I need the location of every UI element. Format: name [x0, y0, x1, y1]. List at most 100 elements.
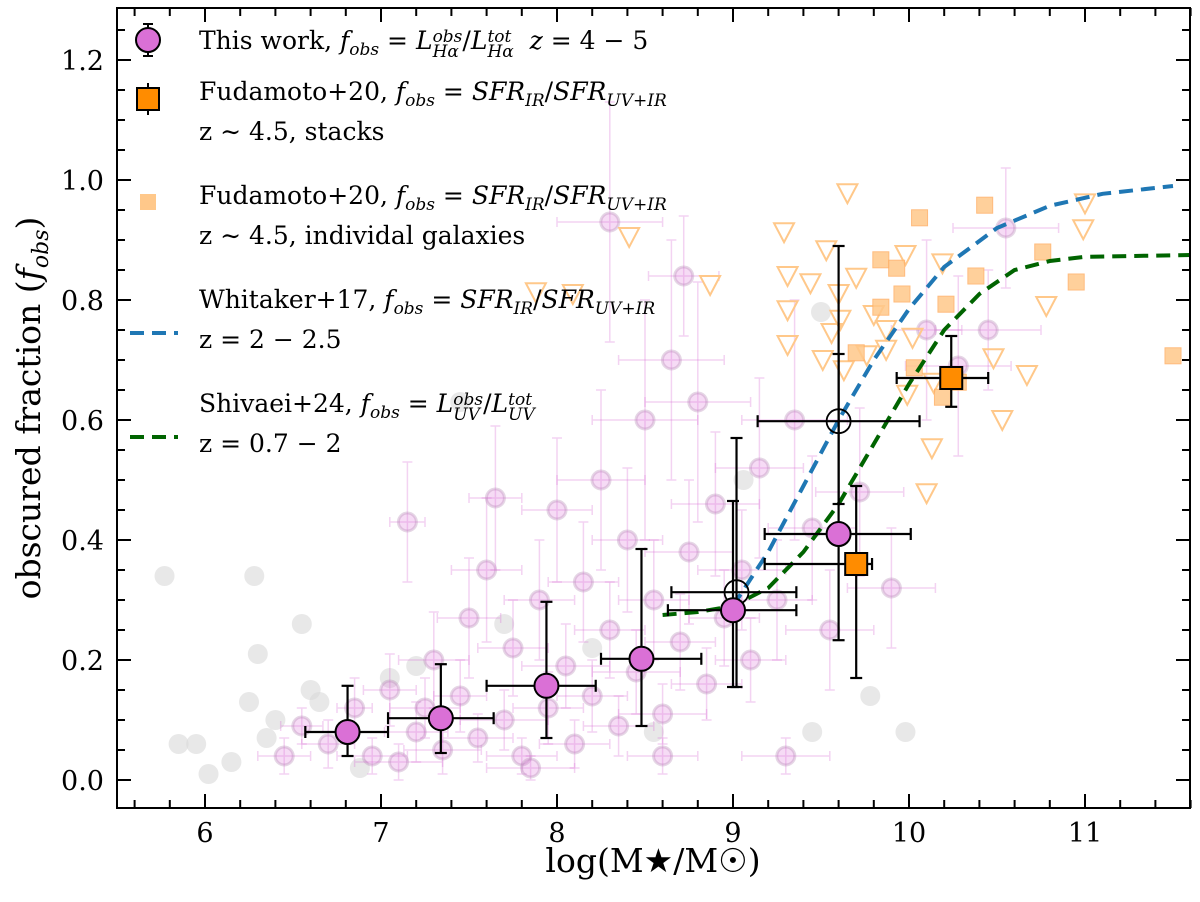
fudamoto-individual-points — [524, 183, 1182, 506]
legend-text-segment: / — [533, 285, 542, 314]
grey-point — [895, 722, 916, 742]
legend-text-segment: f — [395, 77, 406, 106]
legend-text-segment: = — [399, 389, 437, 418]
stack-error-bars — [763, 484, 874, 680]
legend-text-segment: Whitaker+17, — [199, 285, 385, 314]
grey-point — [221, 752, 242, 772]
galaxy-error-bars — [741, 737, 831, 775]
galaxy-error-bars — [503, 539, 576, 661]
galaxy-point — [511, 745, 533, 767]
galaxy-point — [502, 637, 524, 659]
galaxy-error-bars — [485, 737, 558, 775]
galaxy-point — [484, 487, 506, 509]
galaxy-point — [467, 727, 489, 749]
galaxy-error-bars — [714, 377, 805, 559]
galaxy-point — [388, 751, 410, 773]
grey-point — [733, 470, 754, 490]
upper-limit-triangle — [524, 282, 548, 305]
galaxy-error-bars — [670, 647, 743, 721]
legend-math-script: obs — [453, 390, 484, 410]
galaxy-point — [273, 745, 295, 767]
legend-text-segment: = — [379, 26, 416, 55]
galaxy-error-bars — [485, 755, 576, 781]
grey-point — [168, 734, 189, 754]
legend-text-segment: = — [434, 181, 472, 210]
x-tick-label: 10 — [892, 818, 926, 849]
galaxy-point — [740, 649, 762, 671]
upper-limit-triangle — [772, 222, 796, 245]
galaxy-error-bars — [934, 269, 1042, 391]
galaxy-error-bars — [785, 569, 875, 691]
galaxy-point — [546, 499, 568, 521]
grey-point — [309, 692, 330, 712]
y-axis-label-text: obscured fraction ( — [9, 280, 48, 599]
legend-green-dash-marker — [130, 435, 178, 439]
grey-point — [802, 722, 823, 742]
galaxy-point — [564, 733, 586, 755]
y-axis-label-close: ) — [9, 217, 48, 230]
y-tick-label: 0.4 — [61, 526, 104, 557]
grey-point — [198, 764, 219, 784]
upper-limit-triangle — [1073, 193, 1097, 216]
upper-limit-triangle — [798, 273, 823, 296]
upper-limit-triangle — [814, 240, 838, 263]
galaxy-point — [748, 457, 770, 479]
this-work-point — [427, 705, 454, 732]
galaxy-error-bars — [389, 461, 426, 583]
galaxy-point — [643, 589, 665, 611]
upper-limit-triangle — [835, 183, 860, 206]
legend-math-script: Hα — [487, 42, 514, 62]
galaxy-error-bars — [279, 707, 324, 745]
legend-label: Fudamoto+20, fobs = SFRIR/SFRUV+IR — [199, 183, 667, 214]
galaxy-point — [476, 559, 498, 581]
upper-limit-triangle — [920, 438, 944, 461]
legend-label: Whitaker+17, fobs = SFRIR/SFRUV+IR — [199, 287, 655, 318]
grey-point — [379, 668, 400, 688]
upper-limit-triangle — [819, 323, 844, 346]
legend-text-segment: = — [423, 285, 461, 314]
legend-text-segment: L — [415, 26, 433, 55]
legend-text-segment: L — [491, 389, 509, 418]
galaxy-point — [916, 319, 938, 341]
grey-point — [450, 392, 471, 412]
x-axis-label: log(M★/M☉) — [545, 841, 760, 880]
upper-limit-triangle — [1071, 219, 1095, 242]
legend-text-segment: SFR — [553, 181, 607, 210]
y-tick-label: 1.2 — [61, 46, 104, 77]
galaxy-error-bars — [670, 431, 761, 577]
legend-text-segment: / — [544, 77, 554, 106]
grey-point — [244, 566, 265, 586]
galaxy-point — [528, 589, 550, 611]
galaxy-point — [634, 409, 656, 431]
galaxy-point — [775, 745, 797, 767]
grey-point — [860, 686, 881, 706]
galaxy-error-bars — [591, 467, 664, 613]
this-work-point — [720, 597, 746, 624]
individual-square — [967, 267, 985, 285]
galaxy-error-bars — [714, 617, 787, 703]
legend-text-segment: f — [360, 389, 370, 418]
legend-label-line2: z ∼ 4.5, individal galaxies — [199, 221, 526, 250]
galaxy-point — [977, 319, 999, 341]
legend-math-script: UV — [453, 405, 480, 425]
galaxy-point — [405, 721, 427, 743]
galaxy-point — [616, 529, 638, 551]
grey-point — [239, 692, 259, 712]
grey-point — [154, 566, 175, 586]
individual-square — [872, 251, 890, 269]
individual-square — [872, 298, 890, 316]
grey-point — [582, 638, 603, 658]
galaxy-point — [458, 607, 480, 629]
x-tick-label: 9 — [724, 818, 741, 849]
individual-square — [888, 259, 906, 277]
individual-square — [1164, 347, 1182, 365]
galaxy-point — [537, 697, 559, 719]
upper-limit-triangle — [1034, 296, 1058, 319]
galaxy-error-bars — [362, 653, 417, 727]
galaxy-error-bars — [556, 389, 646, 571]
galaxy-point — [493, 709, 515, 731]
legend-text-segment: f — [384, 285, 394, 314]
legend-text-segment: / — [462, 26, 471, 55]
galaxy-point — [317, 733, 339, 755]
